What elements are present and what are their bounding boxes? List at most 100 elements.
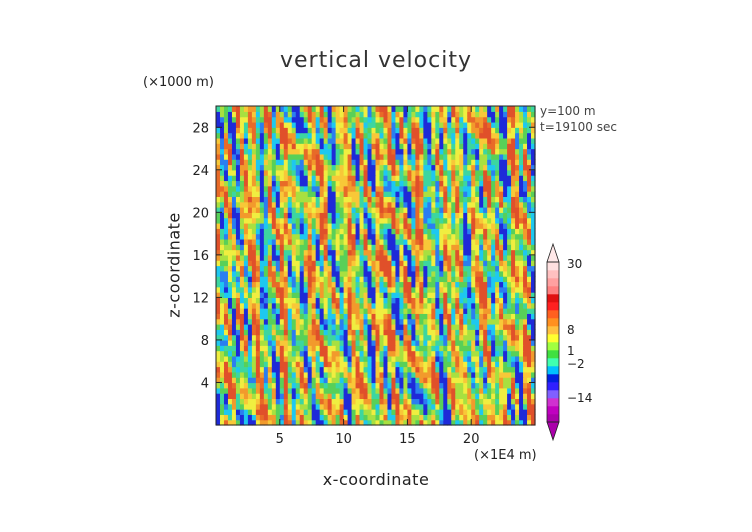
- field-cell: [267, 361, 273, 368]
- field-cell: [439, 398, 444, 405]
- field-cell: [311, 254, 317, 261]
- field-cell: [283, 143, 289, 150]
- field-cell: [387, 361, 393, 368]
- field-cell: [495, 371, 500, 378]
- field-cell: [251, 276, 257, 283]
- field-cell: [251, 366, 257, 373]
- field-cell: [343, 254, 349, 261]
- field-cell: [267, 143, 273, 150]
- field-cell: [311, 366, 317, 373]
- field-cell: [339, 191, 345, 197]
- field-cell: [407, 207, 412, 213]
- field-cell: [271, 121, 277, 128]
- field-cell: [315, 366, 321, 373]
- field-cell: [339, 382, 345, 389]
- field-cell: [235, 228, 241, 235]
- field-cell: [347, 222, 353, 229]
- field-cell: [483, 196, 488, 203]
- field-cell: [243, 169, 249, 176]
- field-cell: [255, 201, 261, 208]
- field-cell: [491, 191, 496, 197]
- field-cell: [323, 249, 329, 256]
- field-cell: [239, 153, 245, 160]
- field-cell: [487, 249, 492, 256]
- field-cell: [351, 270, 357, 277]
- field-cell: [347, 233, 353, 240]
- field-cell: [423, 377, 428, 384]
- field-cell: [307, 116, 313, 123]
- field-cell: [287, 196, 293, 203]
- field-cell: [423, 308, 428, 314]
- field-cell: [495, 329, 500, 336]
- field-cell: [403, 116, 408, 123]
- field-cell: [531, 143, 536, 150]
- field-cell: [351, 222, 357, 229]
- field-cell: [223, 339, 229, 346]
- field-cell: [367, 302, 373, 309]
- field-cell: [531, 222, 536, 229]
- field-cell: [451, 313, 456, 320]
- field-cell: [439, 111, 444, 118]
- field-cell: [319, 302, 325, 309]
- field-cell: [355, 254, 361, 261]
- field-cell: [283, 302, 289, 309]
- field-cell: [387, 180, 393, 187]
- field-cell: [255, 143, 261, 150]
- field-cell: [507, 371, 512, 378]
- y-tick-label: 28: [192, 121, 209, 136]
- field-cell: [483, 159, 488, 166]
- field-cell: [255, 329, 261, 336]
- field-cell: [367, 228, 373, 235]
- field-cell: [483, 228, 488, 235]
- field-cell: [267, 398, 273, 405]
- field-cell: [315, 308, 321, 314]
- field-cell: [403, 148, 408, 155]
- field-cell: [515, 159, 520, 166]
- field-cell: [411, 265, 416, 272]
- field-cell: [387, 339, 393, 346]
- field-cell: [283, 308, 289, 314]
- field-cell: [527, 106, 532, 112]
- field-cell: [331, 377, 337, 384]
- field-cell: [375, 191, 381, 197]
- field-cell: [235, 164, 241, 171]
- field-cell: [447, 334, 452, 341]
- field-cell: [411, 111, 416, 118]
- field-cell: [327, 127, 333, 134]
- field-cell: [291, 302, 297, 309]
- field-cell: [395, 355, 401, 362]
- field-cell: [287, 260, 293, 267]
- field-cell: [467, 244, 472, 251]
- field-cell: [335, 414, 341, 421]
- field-cell: [439, 169, 444, 176]
- field-cell: [219, 318, 225, 325]
- field-cell: [411, 377, 416, 384]
- field-cell: [303, 345, 309, 352]
- field-cell: [251, 106, 257, 112]
- field-cell: [403, 201, 408, 208]
- field-cell: [267, 355, 273, 362]
- field-cell: [235, 334, 241, 341]
- field-cell: [415, 419, 420, 426]
- field-cell: [459, 175, 464, 182]
- field-cell: [479, 350, 484, 357]
- field-cell: [483, 111, 488, 118]
- field-cell: [371, 409, 377, 415]
- field-cell: [291, 137, 297, 144]
- field-cell: [307, 409, 313, 415]
- field-cell: [399, 387, 405, 394]
- field-cell: [335, 409, 341, 415]
- field-cell: [235, 297, 241, 304]
- field-cell: [391, 164, 397, 171]
- field-cell: [399, 281, 405, 288]
- field-cell: [247, 393, 253, 400]
- field-cell: [439, 286, 444, 293]
- field-cell: [527, 292, 532, 298]
- field-cell: [231, 127, 237, 134]
- field-cell: [243, 185, 249, 192]
- field-cell: [511, 153, 516, 160]
- field-cell: [511, 222, 516, 229]
- field-cell: [451, 276, 456, 283]
- field-cell: [355, 334, 361, 341]
- field-cell: [343, 414, 349, 421]
